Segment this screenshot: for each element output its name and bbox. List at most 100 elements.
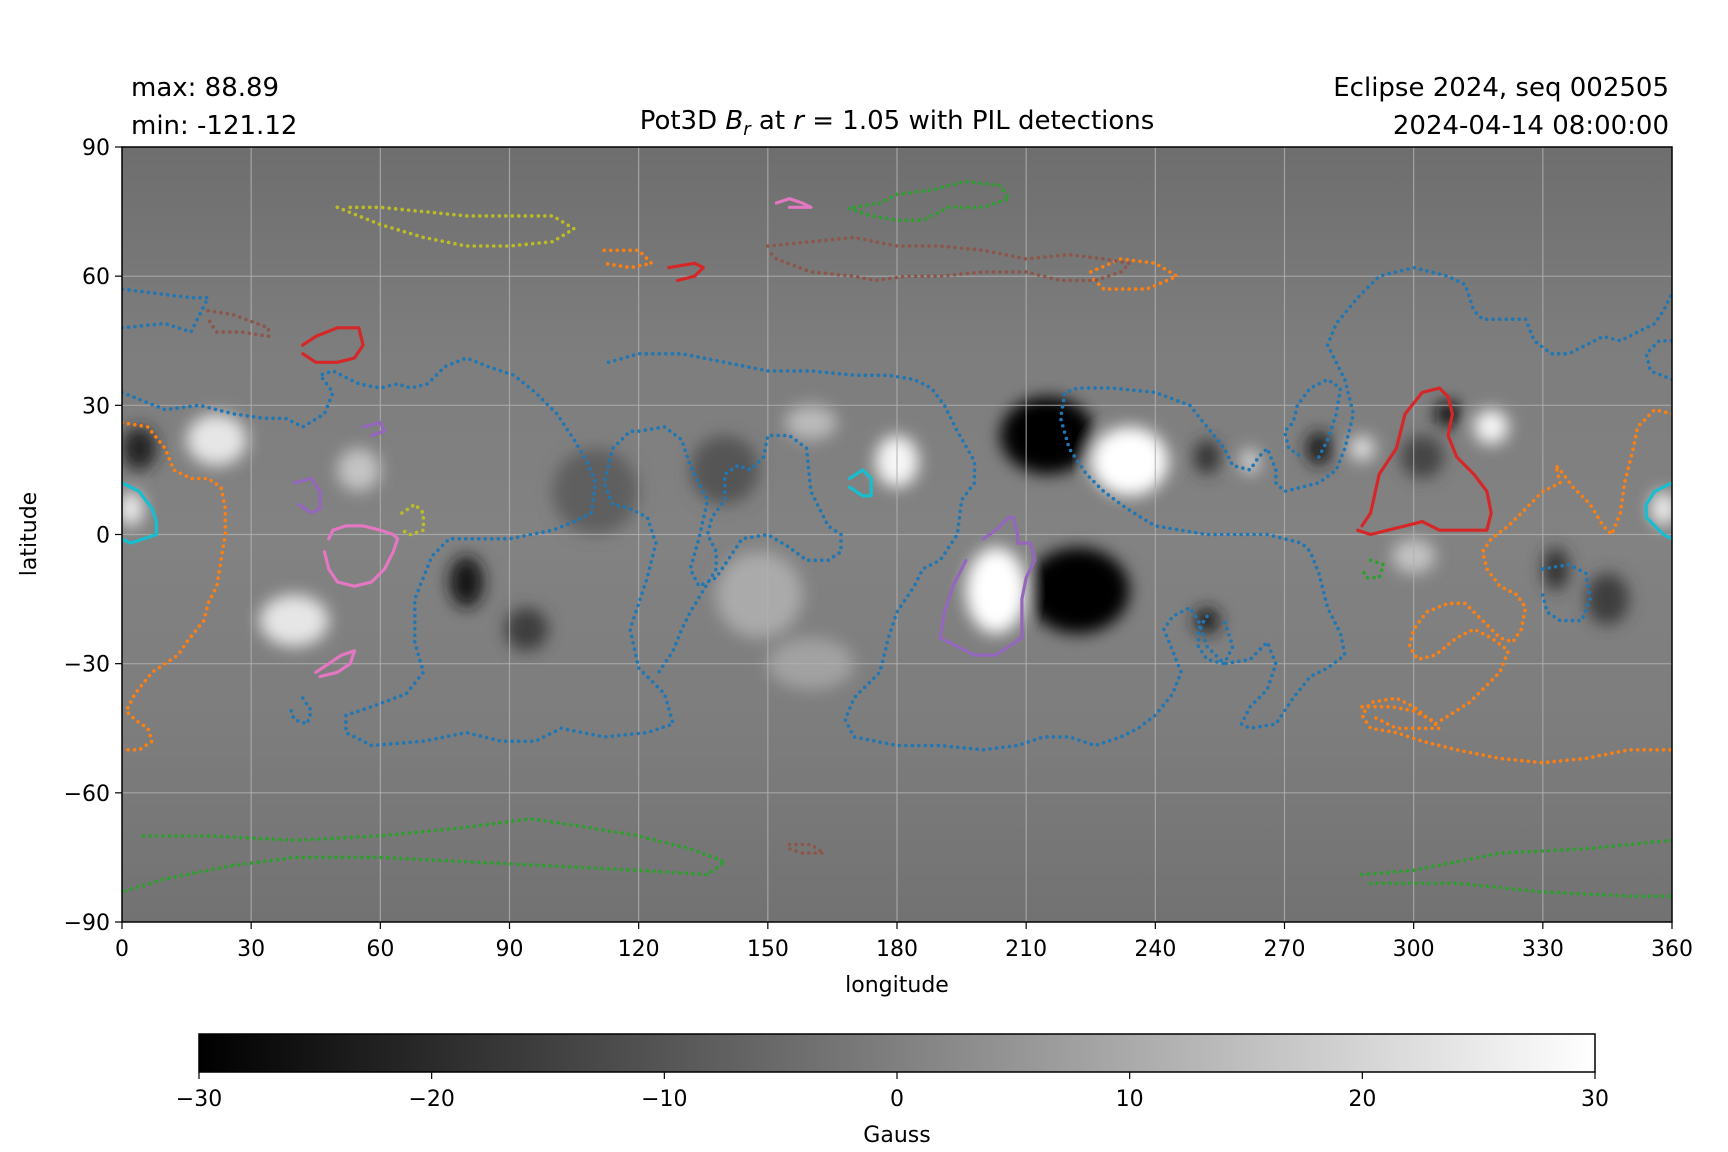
x-tick-label: 150 [747, 937, 789, 962]
colorbar-tick-label: 0 [890, 1087, 904, 1112]
plot-area [122, 147, 1672, 922]
magnetic-field-map [122, 396, 1672, 690]
field-feature [1585, 573, 1629, 625]
y-tick-label: −90 [64, 911, 110, 936]
x-tick-label: 330 [1522, 937, 1564, 962]
pil-detection-path [843, 179, 1011, 222]
pil-detection-path [335, 205, 576, 248]
y-tick-label: −30 [64, 653, 110, 678]
pil-detection-path [1360, 407, 1672, 765]
y-tick-label: 0 [96, 524, 110, 549]
chart-title: Pot3D Br at r = 1.05 with PIL detections [640, 106, 1155, 140]
pil-detection-path [400, 502, 426, 537]
y-tick-label: −60 [64, 782, 110, 807]
pil-detection-path [1360, 704, 1442, 731]
pil-detection-path [122, 356, 843, 748]
field-feature [1435, 401, 1462, 427]
colorbar-tick-label: 20 [1348, 1087, 1376, 1112]
y-axis-label: latitude [17, 492, 42, 576]
field-feature [1349, 435, 1375, 462]
pil-detection-path [292, 476, 322, 515]
grid-lines [122, 147, 1672, 922]
pil-detection-path [1360, 558, 1386, 580]
field-feature [716, 551, 803, 638]
y-axis-ticks: −90 −60 −30 0 30 60 90 [64, 136, 122, 936]
pil-detection-path [787, 842, 826, 855]
pil-detection-path [122, 420, 228, 752]
pil-detection-path [766, 235, 1132, 283]
field-feature [1194, 439, 1220, 475]
pil-detection-path [1360, 838, 1672, 877]
field-feature [1542, 547, 1569, 591]
field-feature [122, 491, 144, 526]
pil-detection-path [206, 308, 271, 339]
pil-detection-path [938, 515, 1037, 657]
field-feature [1473, 409, 1509, 445]
y-tick-label: 90 [82, 136, 110, 161]
x-tick-label: 300 [1393, 937, 1435, 962]
x-tick-label: 0 [115, 937, 129, 962]
x-tick-label: 210 [1005, 937, 1047, 962]
pil-detection-path [1356, 386, 1493, 537]
field-feature [122, 426, 157, 470]
field-feature [1241, 448, 1259, 475]
pil-detection-path [122, 287, 210, 334]
x-tick-label: 180 [876, 937, 918, 962]
colorbar-tick-label: 10 [1116, 1087, 1144, 1112]
pil-detection-path [606, 265, 1672, 752]
x-tick-label: 360 [1651, 937, 1693, 962]
colorbar-tick-label: −20 [408, 1087, 454, 1112]
pil-detection-path [1644, 481, 1672, 541]
colorbar [198, 1033, 1596, 1073]
timestamp-annotation: 2024-04-14 08:00:00 [1393, 111, 1669, 141]
pil-detection-path [361, 421, 387, 438]
y-tick-label: 30 [82, 394, 110, 419]
pil-detection-path [602, 248, 654, 270]
field-feature [1650, 491, 1672, 526]
field-feature [1090, 426, 1169, 496]
colorbar-ticks: −30 −20 −10 0 10 20 30 [176, 1072, 1609, 1112]
min-annotation: min: -121.12 [131, 111, 297, 141]
field-feature [1000, 396, 1096, 475]
x-tick-label: 120 [618, 937, 660, 962]
x-tick-label: 60 [366, 937, 394, 962]
field-feature [505, 607, 549, 651]
field-feature [449, 556, 484, 608]
pil-detection-path [774, 197, 813, 209]
pil-detection-path [1282, 377, 1343, 459]
pil-detections [122, 179, 1672, 898]
pil-detection-path [1089, 257, 1179, 291]
field-feature [965, 547, 1027, 634]
pil-detection-path [1368, 881, 1672, 898]
colorbar-tick-label: −10 [641, 1087, 687, 1112]
pil-detection-path [1541, 562, 1592, 623]
x-axis-label: longitude [845, 973, 949, 998]
colorbar-tick-label: 30 [1581, 1087, 1609, 1112]
x-tick-label: 240 [1134, 937, 1176, 962]
field-feature [690, 435, 760, 505]
field-feature [259, 594, 329, 647]
x-tick-label: 90 [496, 937, 524, 962]
field-feature [1026, 547, 1130, 634]
pil-detection-path [314, 649, 357, 679]
pil-detection-path [301, 326, 365, 364]
colorbar-label: Gauss [863, 1123, 930, 1148]
pil-detection-path [848, 468, 873, 498]
field-feature [186, 413, 247, 466]
x-tick-label: 30 [237, 937, 265, 962]
pil-detection-path [667, 261, 705, 283]
field-feature [1400, 435, 1444, 479]
field-feature [785, 405, 837, 440]
y-tick-label: 60 [82, 265, 110, 290]
max-annotation: max: 88.89 [131, 73, 279, 103]
x-tick-label: 270 [1264, 937, 1306, 962]
field-feature [337, 448, 381, 492]
pil-detection-path [322, 524, 400, 588]
dataset-annotation: Eclipse 2024, seq 002505 [1333, 73, 1669, 103]
pil-detection-path [122, 481, 158, 545]
colorbar-tick-label: −30 [176, 1087, 222, 1112]
field-feature [552, 448, 639, 535]
x-axis-ticks: 0 30 60 90 120 150 180 210 240 270 300 330 360 [115, 922, 1693, 962]
field-feature [1306, 431, 1332, 466]
